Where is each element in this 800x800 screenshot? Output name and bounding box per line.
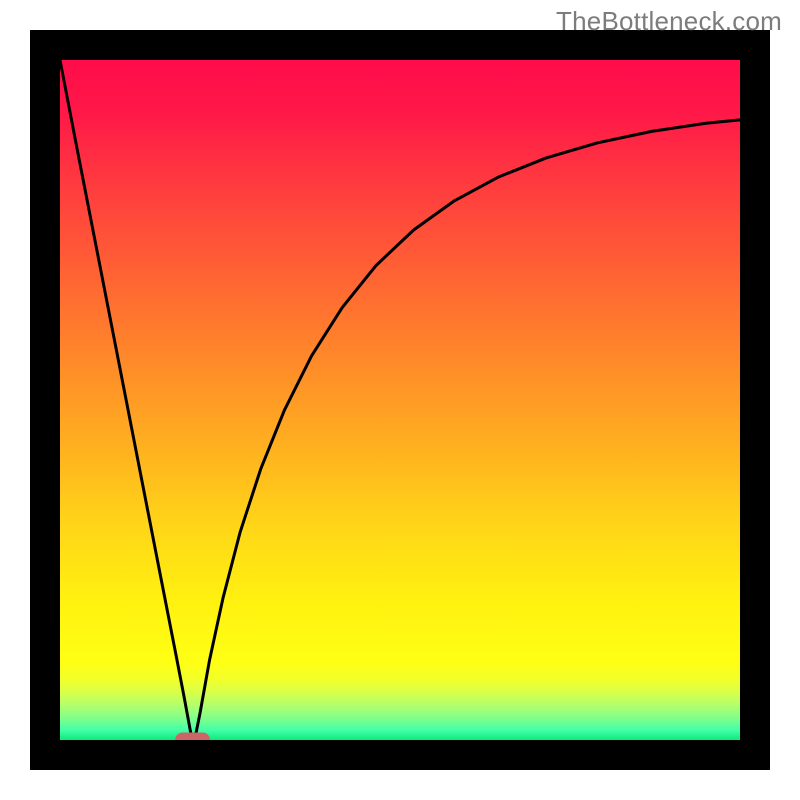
plot-background: [60, 60, 740, 740]
chart-svg: [0, 0, 800, 800]
watermark-text: TheBottleneck.com: [556, 6, 782, 37]
chart-container: { "watermark": { "text": "TheBottleneck.…: [0, 0, 800, 800]
